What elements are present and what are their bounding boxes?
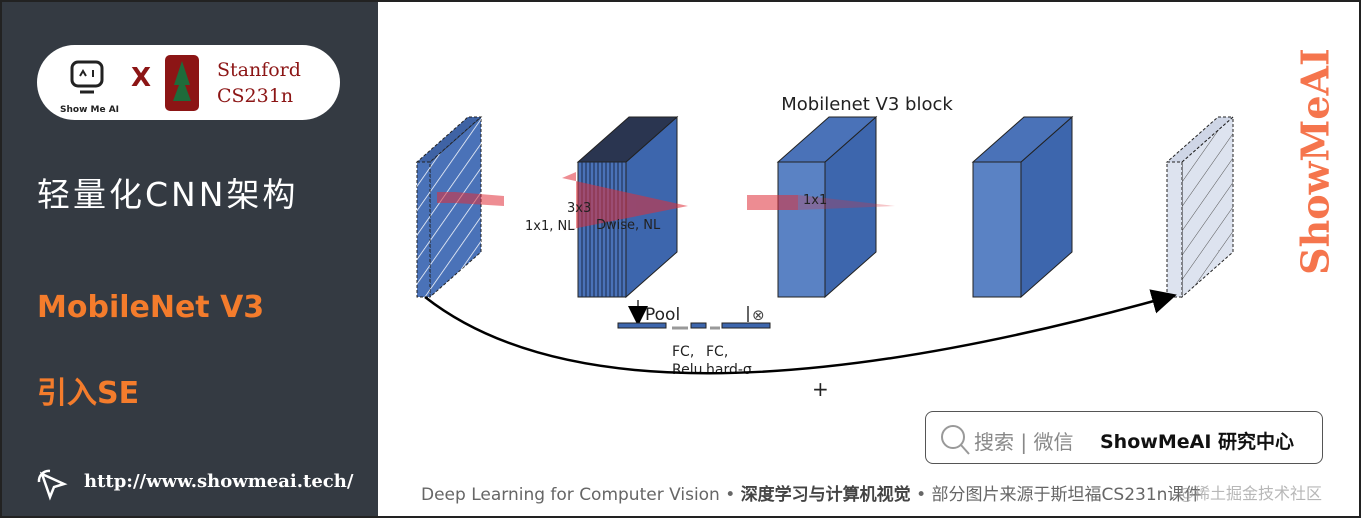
label-pool: Pool (645, 305, 680, 325)
wechat-search-box[interactable]: 搜索 | 微信 ShowMeAI 研究中心 (925, 411, 1323, 464)
label-plus: + (812, 377, 829, 401)
svg-text:hard-σ: hard-σ (706, 362, 752, 378)
model-title: MobileNet V3 (37, 290, 265, 325)
sidebar: Show Me AI X Stanford CS231n 轻量化CNN架构 Mob… (0, 0, 378, 518)
expansion-tensor (576, 115, 679, 299)
website-link[interactable]: http://www.showmeai.tech/ (84, 471, 354, 492)
stanford-text: Stanford CS231n (217, 59, 301, 107)
label-dwise-nl: Dwise, NL (596, 218, 661, 233)
label-3x3: 3x3 (567, 201, 591, 216)
search-icon (941, 425, 970, 455)
label-1x1-proj: 1x1 (803, 193, 827, 208)
logo-banner: Show Me AI X Stanford CS231n (37, 45, 340, 120)
kernel-projections (437, 172, 895, 231)
footer: Deep Learning for Computer Vision • 深度学习… (421, 485, 1202, 505)
se-module: Pool ⊗ FC, Relu FC, hard-σ (617, 300, 771, 378)
label-1x1-nl: 1x1, NL (525, 219, 575, 234)
label-multiply: ⊗ (752, 306, 765, 324)
output-tensor (1165, 115, 1235, 299)
juejin-watermark: @稀土掘金技术社区 (1178, 484, 1323, 503)
residual-connection (424, 289, 1177, 375)
svg-text:Relu: Relu (672, 362, 702, 378)
input-tensor (415, 115, 483, 299)
section-title: 轻量化CNN架构 (37, 175, 299, 214)
svg-text:FC,: FC, (672, 344, 694, 360)
search-brand: ShowMeAI 研究中心 (1100, 431, 1294, 453)
stanford-logo-icon (165, 55, 199, 111)
search-prefix: 搜索 | 微信 (974, 430, 1074, 454)
showmeai-robot-icon (70, 60, 104, 94)
diagram-title: Mobilenet V3 block (781, 94, 953, 115)
cursor-icon (37, 469, 68, 501)
showmeai-watermark: ShowMeAI (1292, 48, 1338, 275)
topic-title: 引入SE (37, 376, 140, 411)
showmeai-logo-text: Show Me AI (60, 105, 120, 115)
se-scaled-tensor (971, 115, 1074, 299)
logo-x: X (131, 63, 152, 93)
svg-text:FC,: FC, (706, 344, 728, 360)
depthwise-tensor (776, 115, 878, 299)
